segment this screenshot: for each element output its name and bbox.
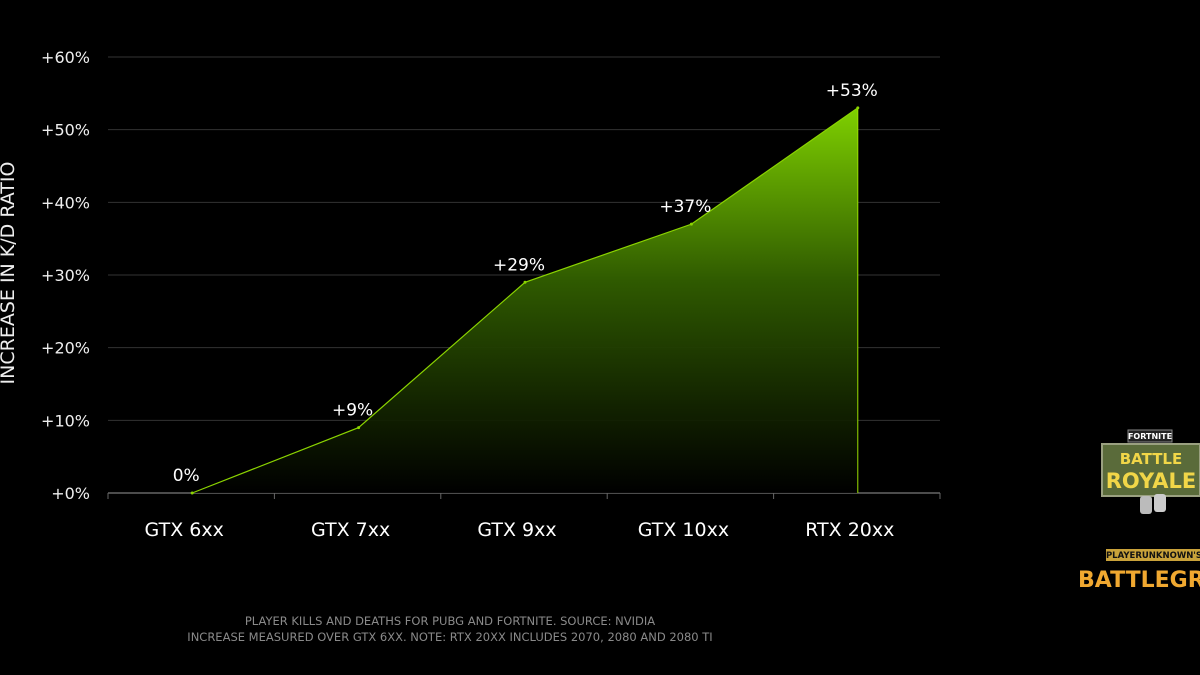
footnote-source: PLAYER KILLS AND DEATHS FOR PUBG AND FOR… <box>244 614 656 628</box>
x-tick-label: GTX 6xx <box>145 519 224 541</box>
area-fill <box>192 107 858 493</box>
data-label: +9% <box>332 401 373 421</box>
x-tick-label: GTX 7xx <box>311 519 390 541</box>
y-tick-label: +60% <box>41 48 90 67</box>
x-tick-label: GTX 9xx <box>477 519 556 541</box>
x-tick-label: GTX 10xx <box>638 519 729 541</box>
y-tick-label: +40% <box>41 193 90 212</box>
svg-text:ROYALE: ROYALE <box>1106 469 1196 493</box>
data-label: +37% <box>659 197 711 217</box>
x-tick-label: RTX 20xx <box>805 519 894 541</box>
svg-text:BATTLE: BATTLE <box>1120 450 1183 468</box>
y-tick-label: +20% <box>41 339 90 358</box>
data-point <box>190 491 194 495</box>
data-point <box>523 280 527 284</box>
data-point <box>856 106 860 110</box>
data-label: +29% <box>493 255 545 275</box>
y-tick-label: +30% <box>41 266 90 285</box>
y-tick-label: +0% <box>51 484 90 503</box>
data-point <box>357 426 361 430</box>
svg-text:PLAYERUNKNOWN'S: PLAYERUNKNOWN'S <box>1106 551 1200 561</box>
pubg-logo: PLAYERUNKNOWN'S BATTLEGROUNDS <box>1078 549 1200 593</box>
y-axis-label: INCREASE IN K/D RATIO <box>0 161 19 385</box>
data-label: +53% <box>826 81 878 101</box>
svg-text:FORTNITE: FORTNITE <box>1128 432 1172 441</box>
data-label: 0% <box>173 466 200 486</box>
data-point <box>689 222 693 226</box>
fortnite-battle-royale-logo: FORTNITE BATTLE ROYALE <box>1101 429 1200 514</box>
y-tick-label: +50% <box>41 121 90 140</box>
footnote-note: INCREASE MEASURED OVER GTX 6XX. NOTE: RT… <box>187 630 713 644</box>
y-tick-label: +10% <box>41 411 90 430</box>
svg-text:BATTLEGROUNDS: BATTLEGROUNDS <box>1078 568 1200 593</box>
